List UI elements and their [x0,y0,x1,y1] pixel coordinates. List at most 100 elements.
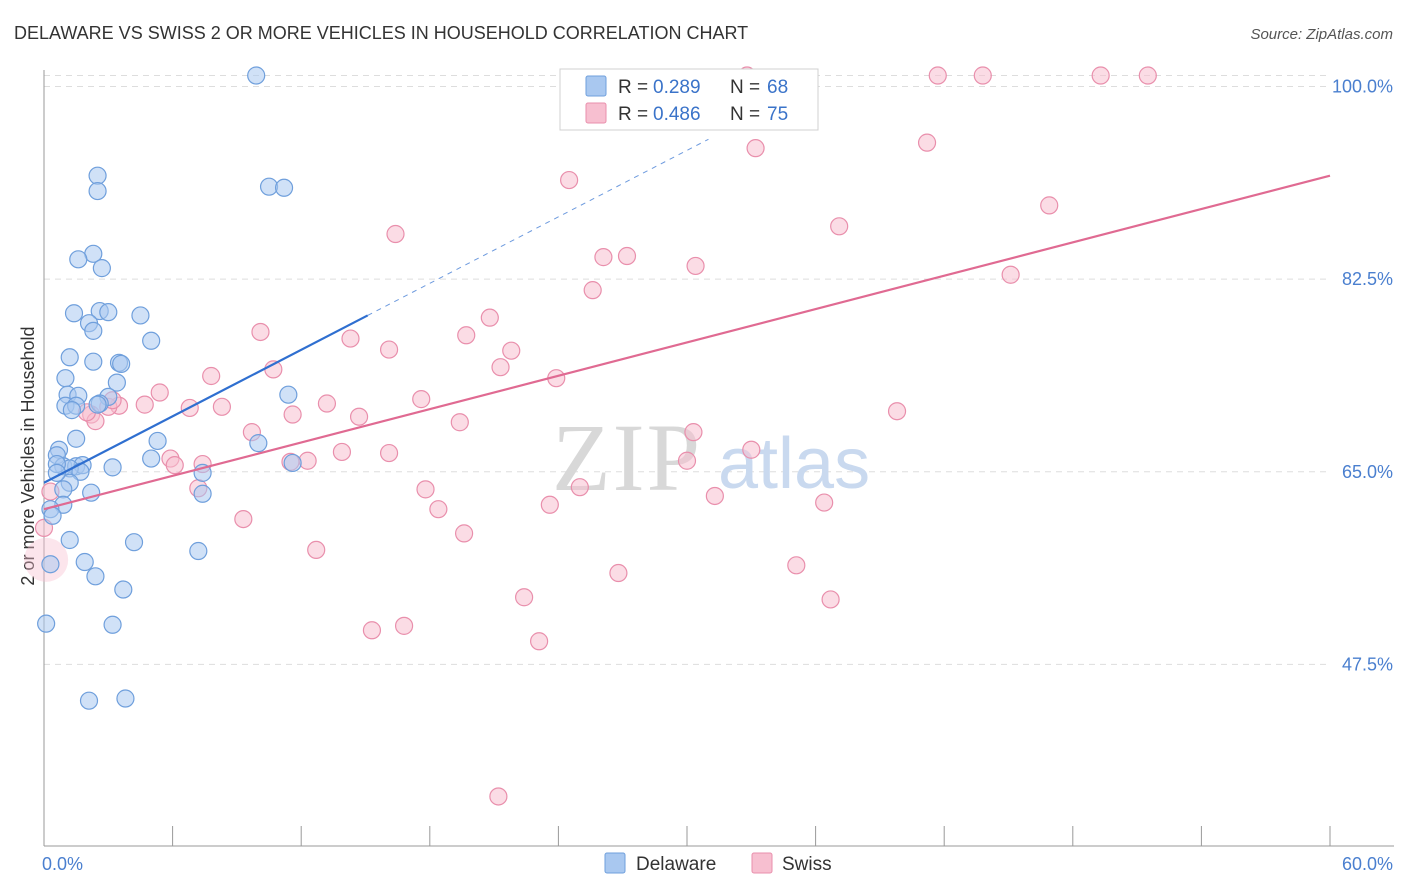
y-tick-label-100: 100.0% [1332,77,1393,97]
delaware-point [60,348,79,367]
trend-lines [43,138,1331,511]
delaware-point [283,453,302,473]
x-tick-label-min: 0.0% [42,854,83,874]
swiss-point [609,563,628,583]
swiss-point [1138,66,1157,85]
y-tick-labels: 100.0% 82.5% 65.0% 47.5% [1332,77,1393,675]
swiss-point [1091,66,1110,85]
swiss-point [349,407,369,426]
delaware-point [84,352,103,371]
x-tick-label-max: 60.0% [1342,854,1393,874]
swiss-point [317,394,337,413]
swiss-point [705,486,724,506]
swiss-point [457,326,476,345]
swiss-point [560,170,579,190]
legend-n-label-delaware: N = [730,77,760,98]
swiss-point [787,556,806,575]
delaware-point [142,449,161,468]
legend-n-value-swiss: 75 [767,104,788,125]
delaware-point [75,552,94,572]
delaware-point [247,66,266,85]
delaware-point [116,689,135,708]
legend-swatch-swiss [585,102,607,124]
delaware-point [86,567,105,586]
legend-n-value-delaware: 68 [767,77,788,98]
delaware-point [54,480,73,499]
swiss-point [394,616,414,635]
stats-legend: R = 0.289 N = 68 R = 0.486 N = 75 [559,68,819,131]
y-tick-label-82-5: 82.5% [1342,269,1393,289]
swiss-point [530,632,549,651]
swiss-point [489,787,508,806]
bottom-legend: Delaware Swiss [604,852,832,875]
swiss-point [341,329,360,348]
swiss-point [450,413,469,432]
swiss-point [617,246,637,266]
delaware-point [274,178,294,197]
legend-n-label-swiss: N = [730,104,760,125]
swiss-trend-line [43,174,1331,511]
axes [43,70,1394,847]
legend-r-label-swiss: R = [618,104,648,125]
delaware-point [69,250,88,269]
swiss-point [570,478,589,497]
swiss-point [307,540,326,560]
swiss-point [917,133,937,152]
swiss-point [887,402,907,421]
delaware-point [64,304,84,323]
gridlines [44,75,1330,665]
swiss-point [928,66,947,85]
swiss-point [332,442,352,462]
swiss-point [165,456,184,475]
swiss-point [502,341,521,360]
swiss-point [283,405,302,424]
legend-r-value-swiss: 0.486 [653,104,701,125]
bottom-legend-label-delaware: Delaware [636,854,716,875]
delaware-point [148,431,167,451]
swiss-point [583,281,602,300]
swiss-point [251,322,270,342]
delaware-point [249,434,268,453]
delaware-point [88,395,107,414]
swiss-point [454,524,474,543]
swiss-point [379,340,399,359]
y-tick-label-47-5: 47.5% [1342,654,1393,674]
delaware-point [103,615,122,634]
swiss-point [515,588,534,607]
swiss-point [686,256,705,276]
swiss-point [379,443,399,463]
bottom-legend-swatch-swiss [751,852,773,874]
swiss-point [540,495,559,514]
legend-swatch-delaware [585,75,607,97]
delaware-point [124,533,144,552]
chart-source: Source: ZipAtlas.com [1250,26,1393,43]
swiss-point [677,451,697,470]
swiss-point [298,451,317,470]
swiss-point [480,308,499,327]
delaware-point [114,580,133,599]
delaware-point [84,321,103,340]
delaware-point [43,506,62,525]
swiss-point [362,621,382,640]
delaware-point [56,369,75,388]
delaware-point [62,401,81,420]
swiss-point [821,590,840,609]
delaware-point [279,385,298,404]
delaware-trend-line [43,314,369,484]
swiss-point [150,383,169,402]
y-tick-label-65: 65.0% [1342,462,1393,482]
legend-r-value-delaware: 0.289 [653,77,701,98]
delaware-point [142,331,161,350]
swiss-point [1040,196,1059,215]
swiss-point [429,500,448,519]
swiss-point [830,217,849,236]
delaware-point [92,259,111,278]
delaware-point [67,429,86,448]
delaware-point [103,458,122,477]
delaware-point [79,691,99,710]
swiss-point [234,509,253,529]
delaware-point [41,555,60,574]
delaware-point [112,354,131,373]
delaware-point [88,166,107,185]
delaware-point [99,303,118,322]
